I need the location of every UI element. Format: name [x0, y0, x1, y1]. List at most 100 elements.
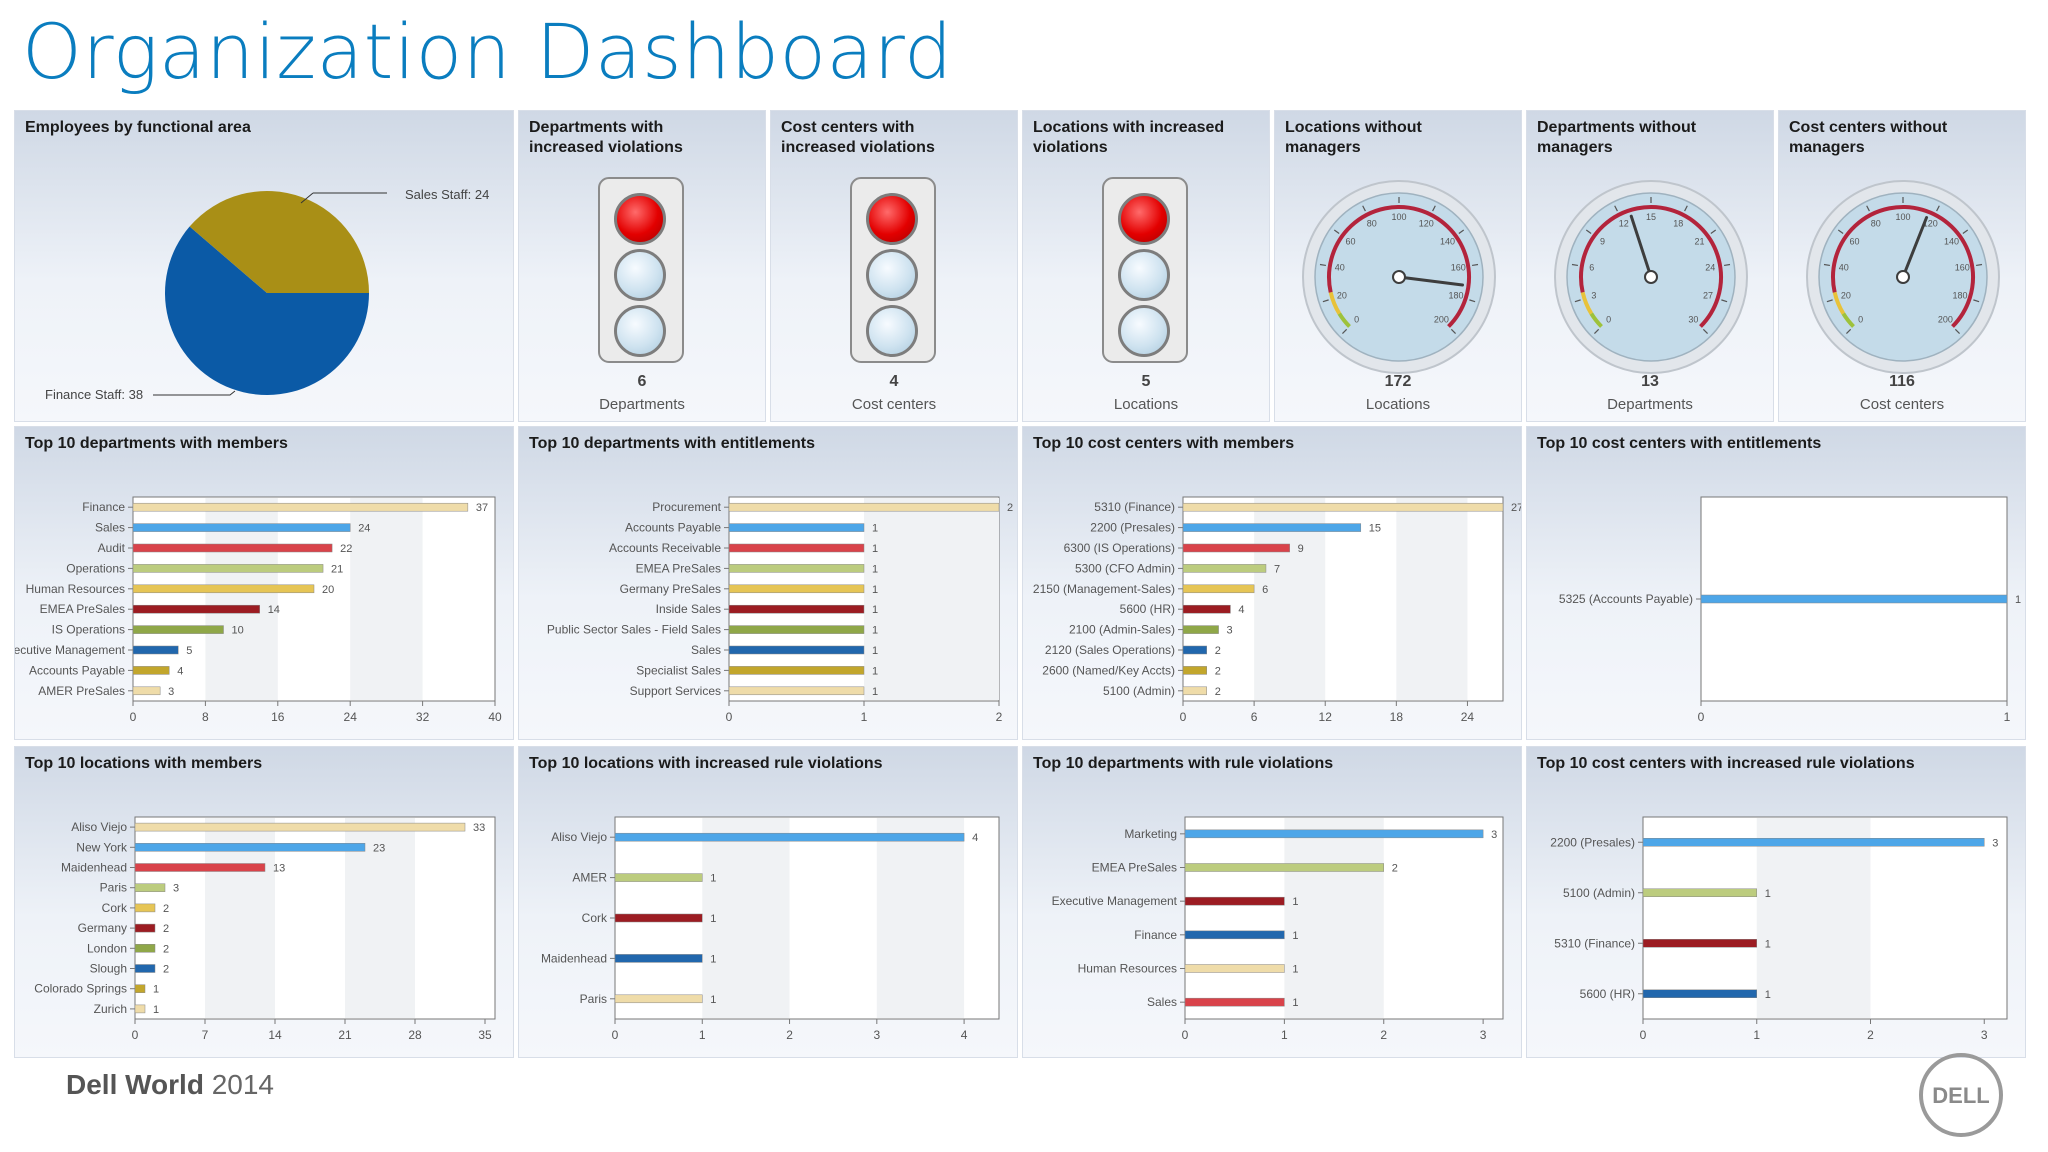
- x-tick-label: 3: [873, 1028, 880, 1042]
- bar-value-label: 6: [1262, 584, 1268, 596]
- bar: [132, 686, 161, 696]
- bar-value-label: 2: [1215, 645, 1221, 657]
- panel-title: Top 10 cost centers with increased rule …: [1537, 755, 1915, 772]
- panel-employees: Employees by functional area Sales Staff…: [14, 110, 514, 422]
- count-value: 4: [889, 373, 899, 390]
- bar: [728, 564, 865, 573]
- gauge-band: [1328, 291, 1342, 315]
- bar: [134, 822, 466, 832]
- count-unit: Departments: [1607, 396, 1693, 413]
- bar-chart: 0 1 2 Procurement 2 Accounts Payable 1 Accounts…: [547, 496, 1013, 724]
- panel-title: Departments without managers: [1537, 119, 1697, 156]
- bar: [1182, 523, 1362, 532]
- bar-value-label: 37: [476, 502, 488, 514]
- bar-value-label: 1: [872, 543, 878, 555]
- bar-value-label: 2: [163, 923, 169, 935]
- bar-value-label: 1: [2015, 594, 2021, 606]
- pie-slice-finance-staff: [165, 226, 369, 395]
- bar-value-label: 1: [872, 563, 878, 575]
- bar-value-label: 1: [1292, 964, 1298, 976]
- gauge-hub: [1644, 270, 1658, 284]
- x-tick-label: 2: [1867, 1028, 1874, 1042]
- bar-value-label: 3: [168, 686, 174, 698]
- bar: [134, 944, 156, 953]
- bar: [132, 543, 333, 553]
- bar-value-label: 4: [1238, 604, 1244, 616]
- yellow-lamp: [866, 249, 918, 301]
- gauge-band: [1831, 205, 1975, 328]
- bar: [134, 964, 156, 973]
- category-label: Maidenhead: [541, 951, 607, 965]
- panel-title: Cost centers without managers: [1789, 119, 1948, 156]
- gauge-tick: [1571, 263, 1579, 267]
- gauge-tick-label: 120: [1419, 219, 1434, 229]
- gauge-tick: [1333, 229, 1340, 234]
- x-tick-label: 40: [488, 710, 502, 724]
- panel-title: Top 10 departments with members: [25, 435, 288, 452]
- red-lamp: [1118, 193, 1170, 245]
- gauge-tick: [1432, 205, 1436, 212]
- category-label: Human Resources: [26, 582, 125, 596]
- gauge-tick: [1721, 299, 1728, 303]
- category-label: 6300 (IS Operations): [1064, 541, 1175, 555]
- category-label: Accounts Receivable: [609, 541, 721, 555]
- bar: [1642, 989, 1757, 998]
- category-label: Germany PreSales: [620, 582, 721, 596]
- panel-top-dept-members: Top 10 departments with members 0 8 16 24 32…: [14, 426, 514, 740]
- count-value: 6: [637, 373, 647, 390]
- green-lamp: [1118, 305, 1170, 357]
- category-label: 5310 (Finance): [1094, 500, 1175, 514]
- panel-title: Locations with increased violations: [1033, 119, 1225, 156]
- gauge-tick-label: 140: [1440, 237, 1455, 247]
- count-value: 5: [1141, 373, 1151, 390]
- category-label: Marketing: [1124, 827, 1177, 841]
- gauge-tick-label: 100: [1895, 212, 1910, 222]
- x-tick-label: 28: [408, 1028, 422, 1042]
- pie-chart: [153, 191, 387, 396]
- panel-loc-violations: Locations with increased violations 5 Lo…: [1022, 110, 1270, 422]
- gauge-tick: [1973, 299, 1980, 303]
- bar: [134, 863, 266, 872]
- panel-cc-violations: Cost centers with increased violations 4…: [770, 110, 1018, 422]
- gauge-tick-label: 60: [1345, 237, 1355, 247]
- footer-year: 2014: [211, 1069, 275, 1100]
- bar: [1700, 594, 2008, 604]
- panel-top-cc-entitlements: Top 10 cost centers with entitlements 0 1…: [1526, 426, 2026, 740]
- category-label: Colorado Springs: [34, 982, 127, 996]
- pie-label-finance: Finance Staff: 38: [45, 387, 144, 402]
- bar-value-label: 1: [710, 953, 716, 965]
- bar: [1182, 584, 1255, 594]
- bar-value-label: 9: [1298, 543, 1304, 555]
- panel-top-dept-entitlements: Top 10 departments with entitlements 0 1 2…: [518, 426, 1018, 740]
- gauge-chart: 0 20 40 60 80 100 120 140 160 180 200: [1302, 180, 1496, 374]
- bar: [134, 923, 156, 933]
- bar-value-label: 23: [373, 842, 385, 854]
- yellow-lamp: [1118, 249, 1170, 301]
- x-tick-label: 1: [861, 710, 868, 724]
- gauge-tick-label: 0: [1354, 314, 1359, 324]
- gauge-tick-label: 200: [1938, 314, 1953, 324]
- category-label: EMEA PreSales: [636, 561, 721, 575]
- gauge-tick: [1837, 229, 1844, 234]
- bar-value-label: 2: [1215, 686, 1221, 698]
- gauge-chart: 0 3 6 9 12 15 18 21 24 27 30: [1554, 180, 1748, 374]
- bar: [1184, 896, 1285, 906]
- x-tick-label: 0: [1180, 710, 1187, 724]
- bar: [132, 604, 260, 614]
- panel-title: Employees by functional area: [25, 119, 251, 136]
- panel-title: Top 10 locations with increased rule vio…: [529, 755, 883, 772]
- gauge-tick-label: 40: [1335, 263, 1345, 273]
- x-tick-label: 0: [1182, 1028, 1189, 1042]
- gauge-band: [1580, 291, 1594, 315]
- category-label: Aliso Viejo: [71, 820, 127, 834]
- category-label: London: [87, 941, 127, 955]
- gauge-tick: [1319, 263, 1327, 267]
- grid-band: [876, 818, 965, 1018]
- category-label: 2200 (Presales): [1090, 521, 1175, 535]
- bar-value-label: 2: [1215, 665, 1221, 677]
- category-label: 5600 (HR): [1120, 602, 1175, 616]
- category-label: 5325 (Accounts Payable): [1559, 592, 1693, 606]
- x-tick-label: 6: [1251, 710, 1258, 724]
- gauge-tick-label: 27: [1703, 291, 1713, 301]
